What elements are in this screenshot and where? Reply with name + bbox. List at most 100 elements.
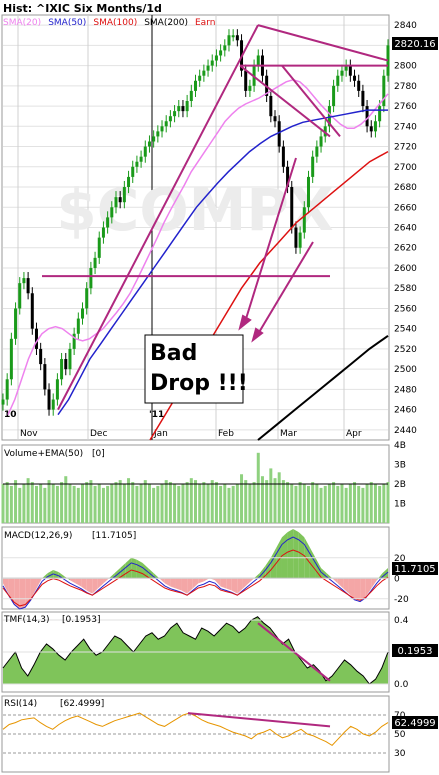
macd-y-tick-2: -20 [394,595,409,605]
macd-plot [2,529,389,610]
candle-body-33 [139,156,143,162]
volume-bar-89 [373,484,377,523]
tmf-title-value: [0.1953] [62,615,101,625]
candle-body-85 [357,80,361,91]
volume-bar-87 [365,484,369,523]
candle-body-15 [64,359,68,370]
volume-bar-9 [39,484,43,523]
volume-bar-40 [168,482,172,523]
candle-body-0 [1,399,5,405]
volume-bar-62 [260,476,264,523]
volume-bar-31 [131,482,135,523]
price-y-tick-18: 2800 [394,62,417,72]
volume-bar-71 [298,482,302,523]
candle-body-3 [14,308,18,339]
candle-body-86 [361,90,365,107]
volume-bar-53 [223,484,227,523]
candle-body-18 [76,318,80,334]
macd-hist-59 [332,578,338,584]
macd-y-axis: 20 0 -20 [394,554,409,605]
macd-y-tick-0: 20 [394,554,406,564]
year-marker-11: '11 [149,410,164,420]
volume-bar-26 [110,484,114,523]
macd-hist-44 [248,578,255,584]
volume-bar-80 [336,485,340,523]
candle-body-50 [210,60,214,66]
price-y-tick-12: 2680 [394,183,417,193]
volume-bar-70 [294,485,298,523]
volume-bar-19 [81,484,85,523]
volume-bar-22 [93,485,97,523]
candle-body-83 [348,65,352,76]
candle-body-40 [168,116,172,122]
price-y-tick-3: 2500 [394,365,417,375]
volume-bar-78 [327,484,331,523]
legend-item-2: SMA(100) [93,18,137,28]
price-y-axis: 2440 2460 2480 2500 2520 2540 2560 2580 2600 2620… [394,21,417,436]
price-y-tick-1: 2460 [394,406,417,416]
rsi-y-tick-2: 30 [394,749,406,759]
candle-body-45 [189,90,193,102]
macd-hist-31 [175,578,182,591]
trendlines [42,24,389,411]
volume-y-axis: 4B 3B 2B 1B [394,441,406,510]
macd-hist-45 [254,573,260,579]
candle-body-75 [315,146,319,157]
volume-bar-84 [353,482,357,523]
candle-body-71 [298,232,302,248]
candle-body-70 [294,227,298,248]
macd-hist-7 [42,573,48,579]
rsi-y-tick-1: 50 [394,730,406,740]
volume-bar-27 [114,482,118,523]
volume-bar-0 [1,484,5,523]
macd-y-tick-1: 0 [394,574,400,584]
volume-y-tick-0: 4B [394,441,406,451]
macd-hist-66 [371,578,377,589]
candle-body-76 [319,136,323,147]
candle-body-34 [143,146,147,157]
volume-bar-1 [5,482,9,523]
volume-title-value: [0] [92,449,105,459]
macd-hist-62 [348,578,355,599]
price-y-tick-5: 2540 [394,325,417,335]
price-y-tick-2: 2480 [394,385,417,395]
volume-bar-73 [306,485,310,523]
candle-body-48 [202,70,206,76]
volume-bar-12 [51,484,55,523]
macd-hist-0 [3,578,9,594]
volume-bar-15 [64,476,68,523]
rsi-title: RSI(14) [4,699,37,709]
volume-bar-29 [122,484,126,523]
macd-hist-60 [337,578,344,589]
candle-body-59 [248,85,252,91]
sma200-line [257,334,389,441]
price-y-tick-0: 2440 [394,426,417,436]
candle-body-88 [369,126,373,132]
volume-bar-46 [194,480,197,523]
macd-hist-51 [287,529,294,579]
macd-hist-17 [97,578,104,589]
price-y-tick-20: 2840 [394,21,417,31]
macd-hist-39 [220,578,227,589]
volume-bars [1,452,390,523]
volume-bar-49 [206,484,210,523]
macd-hist-36 [203,578,210,582]
volume-bar-77 [323,485,327,523]
macd-hist-1 [8,578,15,604]
volume-bar-37 [156,485,160,523]
candle-body-39 [164,121,168,127]
volume-bar-88 [369,482,373,523]
candle-body-37 [156,131,160,137]
trendline-5 [281,64,341,138]
trendline-0 [57,24,259,411]
candle-body-35 [147,141,151,147]
candle-body-25 [106,217,110,228]
candle-body-30 [127,176,131,188]
volume-bar-4 [18,487,22,523]
trendline-4 [239,64,331,138]
tmf-y-tick-2: 0.0 [394,680,409,690]
volume-bar-57 [240,474,244,523]
tmf-area [3,616,388,684]
macd-badge-bg [392,562,438,575]
macd-hist-13 [75,578,82,587]
